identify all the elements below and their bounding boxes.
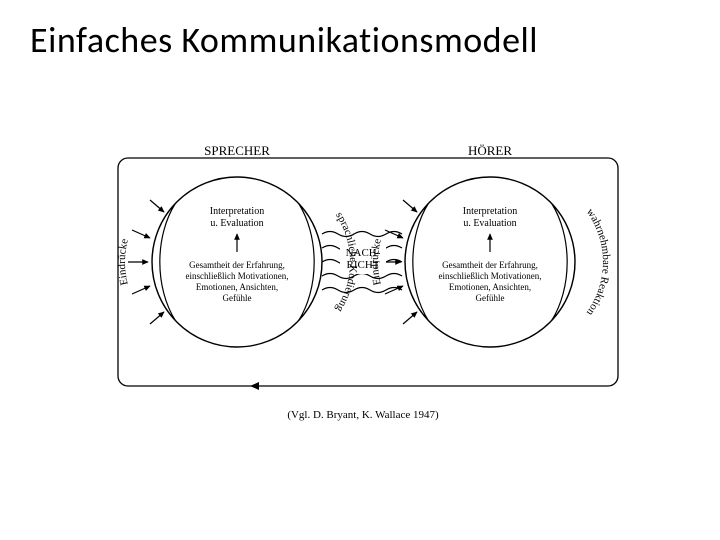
listener-body-4: Gefühle [476, 293, 505, 303]
speaker-body-1: Gesamtheit der Erfahrung, [189, 260, 285, 270]
feedback-arrow [250, 382, 259, 390]
speaker-node: Interpretation u. Evaluation Gesamtheit … [152, 177, 322, 347]
speaker-interp-2: u. Evaluation [210, 218, 263, 229]
speaker-body-2: einschließlich Motivationen, [186, 271, 289, 281]
communication-diagram: Interpretation u. Evaluation Gesamtheit … [0, 0, 720, 540]
listener-body-3: Emotionen, Ansichten, [449, 282, 531, 292]
speaker-body-3: Emotionen, Ansichten, [196, 282, 278, 292]
listener-interp-2: u. Evaluation [463, 218, 516, 229]
speaker-body-4: Gefühle [223, 293, 252, 303]
diagram-caption: (Vgl. D. Bryant, K. Wallace 1947) [287, 409, 439, 421]
right-out-label: wahrnehmbare Reaktion [584, 206, 612, 318]
listener-label: HÖRER [468, 143, 512, 158]
listener-body-2: einschließlich Motivationen, [439, 271, 542, 281]
listener-node: Interpretation u. Evaluation Gesamtheit … [405, 177, 575, 347]
speaker-interp-1: Interpretation [210, 206, 264, 217]
listener-body-1: Gesamtheit der Erfahrung, [442, 260, 538, 270]
listener-interp-1: Interpretation [463, 206, 517, 217]
speaker-label: SPRECHER [204, 143, 270, 158]
